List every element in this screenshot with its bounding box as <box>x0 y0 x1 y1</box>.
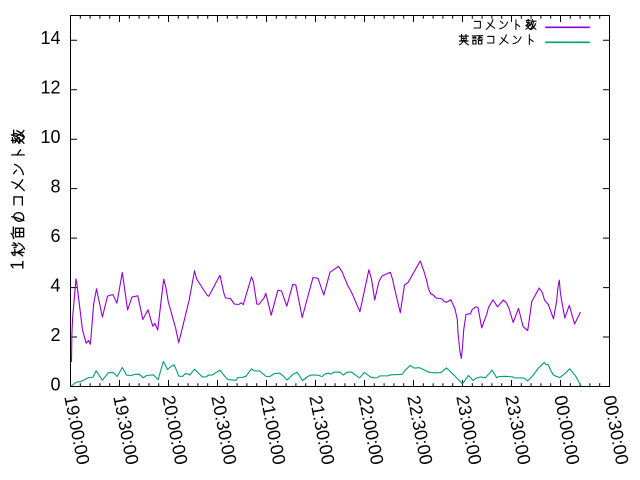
svg-text:12: 12 <box>40 78 60 98</box>
svg-text:10: 10 <box>40 127 60 147</box>
svg-text:1: 1 <box>7 260 27 270</box>
svg-text:6: 6 <box>50 226 60 246</box>
svg-text:8: 8 <box>50 177 60 197</box>
svg-text:0: 0 <box>50 374 60 394</box>
svg-text:14: 14 <box>40 28 60 48</box>
svg-text:4: 4 <box>50 276 60 296</box>
svg-text:2: 2 <box>50 325 60 345</box>
